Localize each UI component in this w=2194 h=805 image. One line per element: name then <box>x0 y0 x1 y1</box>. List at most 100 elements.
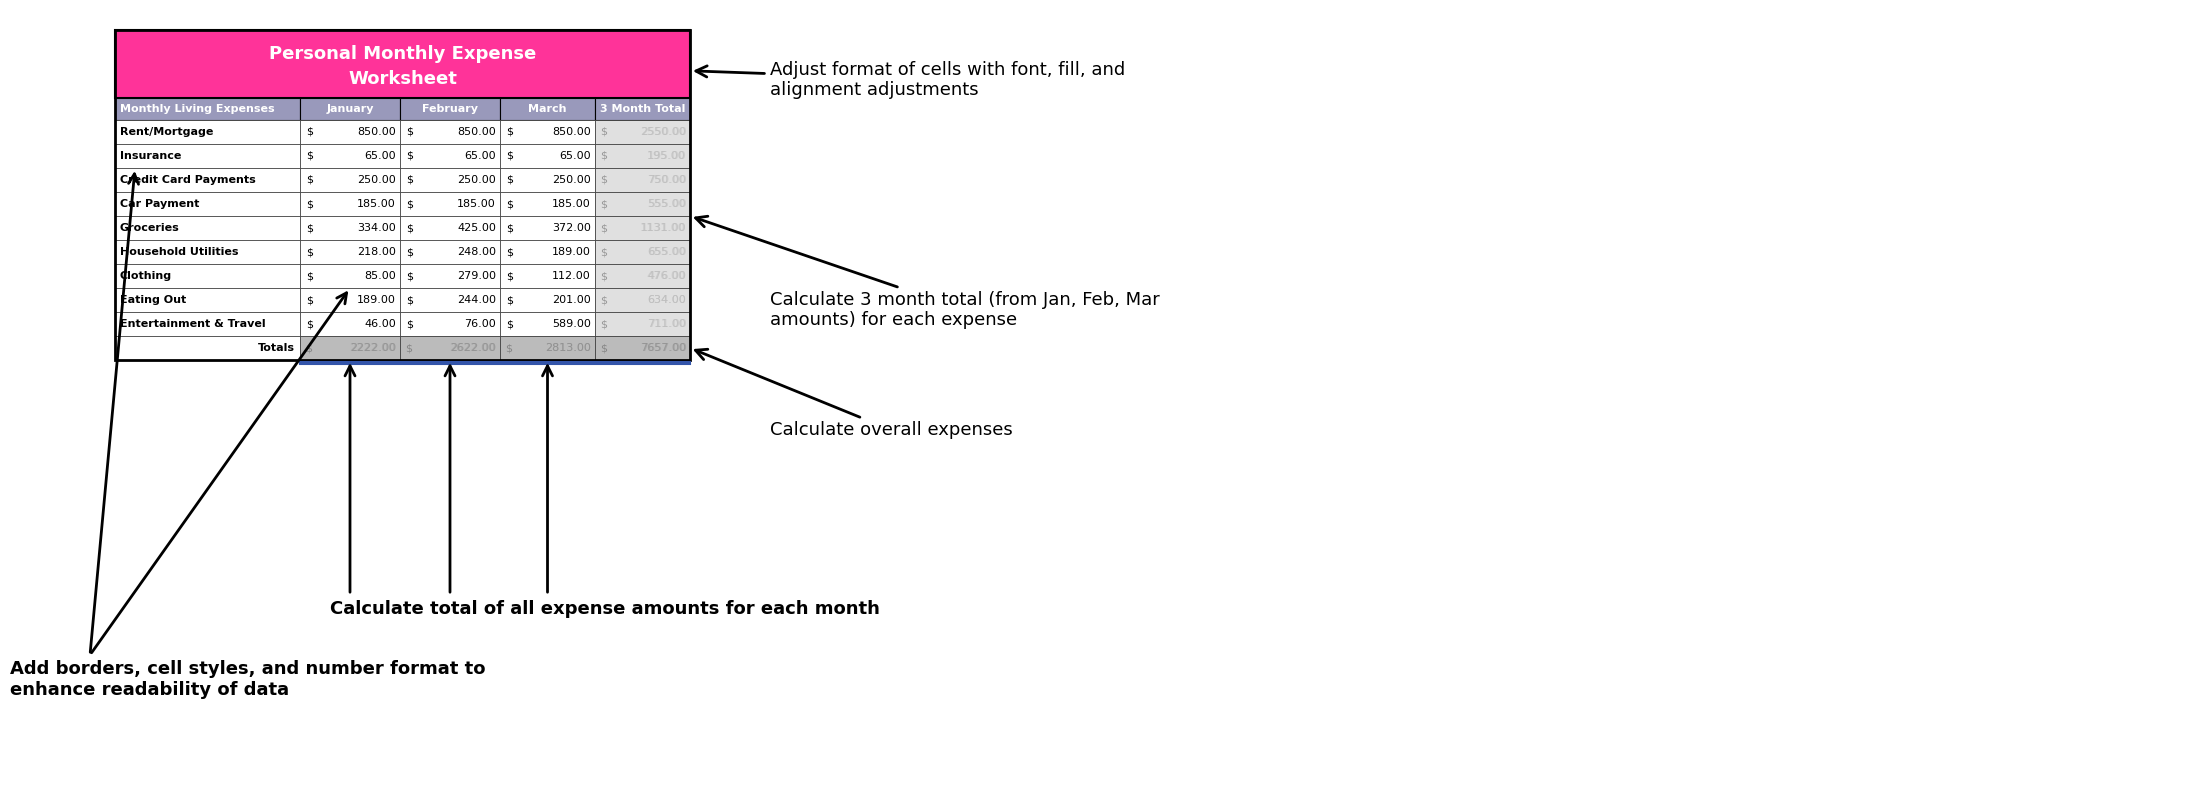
Text: $: $ <box>507 199 513 209</box>
Bar <box>301 168 399 192</box>
Text: 2813.00: 2813.00 <box>544 343 590 353</box>
Text: $: $ <box>305 319 314 329</box>
Text: Eating Out: Eating Out <box>121 295 186 305</box>
Text: 555.00: 555.00 <box>647 199 687 209</box>
Text: Clothing: Clothing <box>121 271 171 281</box>
Text: 189.00: 189.00 <box>358 295 395 305</box>
Bar <box>114 336 301 360</box>
Text: Add borders, cell styles, and number format to
enhance readability of data: Add borders, cell styles, and number for… <box>11 660 485 699</box>
Text: $: $ <box>507 151 513 161</box>
Text: 250.00: 250.00 <box>358 175 395 185</box>
Text: $: $ <box>507 247 513 257</box>
Text: 185.00: 185.00 <box>553 199 590 209</box>
Text: $: $ <box>406 127 412 137</box>
Text: $: $ <box>406 319 412 329</box>
Text: 711.00: 711.00 <box>647 319 687 329</box>
Text: Calculate 3 month total (from Jan, Feb, Mar
amounts) for each expense: Calculate 3 month total (from Jan, Feb, … <box>695 217 1161 329</box>
Text: 850.00: 850.00 <box>358 127 395 137</box>
Bar <box>595 264 689 288</box>
Text: 476.00: 476.00 <box>647 271 687 281</box>
Text: 7657.00: 7657.00 <box>641 343 687 353</box>
Text: 2813.00: 2813.00 <box>546 343 592 353</box>
Text: $: $ <box>599 295 608 305</box>
Text: 85.00: 85.00 <box>364 271 395 281</box>
Bar <box>595 120 689 144</box>
Text: 65.00: 65.00 <box>559 151 590 161</box>
Text: $: $ <box>406 151 412 161</box>
Text: $: $ <box>507 271 513 281</box>
Text: 750.00: 750.00 <box>647 175 687 185</box>
Text: $: $ <box>505 343 511 353</box>
Bar <box>399 216 500 240</box>
Text: $: $ <box>305 247 314 257</box>
Text: $: $ <box>305 223 314 233</box>
Text: Calculate overall expenses: Calculate overall expenses <box>695 349 1014 439</box>
Bar <box>399 264 500 288</box>
Text: 2222.00: 2222.00 <box>349 343 395 353</box>
Bar <box>114 144 301 168</box>
Bar <box>500 264 595 288</box>
Text: Adjust format of cells with font, fill, and
alignment adjustments: Adjust format of cells with font, fill, … <box>695 60 1126 99</box>
Text: $: $ <box>406 295 412 305</box>
Text: 195.00: 195.00 <box>647 151 687 161</box>
Bar <box>500 216 595 240</box>
Bar <box>114 312 301 336</box>
Text: $: $ <box>507 127 513 137</box>
Text: 185.00: 185.00 <box>456 199 496 209</box>
Bar <box>399 144 500 168</box>
Text: 334.00: 334.00 <box>358 223 395 233</box>
Text: January: January <box>327 104 373 114</box>
Text: March: March <box>529 104 566 114</box>
Text: 555.00: 555.00 <box>647 199 687 209</box>
Bar <box>114 288 301 312</box>
Text: Calculate total of all expense amounts for each month: Calculate total of all expense amounts f… <box>329 600 880 618</box>
Bar <box>301 288 399 312</box>
Text: 2622.00: 2622.00 <box>450 343 496 353</box>
Text: 3 Month Total: 3 Month Total <box>599 104 685 114</box>
Text: $: $ <box>406 247 412 257</box>
Text: $: $ <box>406 271 412 281</box>
Text: $: $ <box>305 175 314 185</box>
Bar <box>399 312 500 336</box>
Text: 750.00: 750.00 <box>647 175 685 185</box>
Text: 7657.00: 7657.00 <box>641 343 685 353</box>
Bar <box>114 264 301 288</box>
Text: $: $ <box>599 247 608 257</box>
Text: $: $ <box>599 271 608 281</box>
Text: 65.00: 65.00 <box>364 151 395 161</box>
Bar <box>114 240 301 264</box>
Bar <box>595 216 689 240</box>
Text: $: $ <box>507 175 513 185</box>
Text: 46.00: 46.00 <box>364 319 395 329</box>
Text: 76.00: 76.00 <box>465 319 496 329</box>
Bar <box>301 240 399 264</box>
Text: Entertainment & Travel: Entertainment & Travel <box>121 319 265 329</box>
Bar <box>399 288 500 312</box>
Bar <box>301 144 399 168</box>
Bar <box>500 98 595 120</box>
Bar <box>500 240 595 264</box>
Text: 711.00: 711.00 <box>647 319 687 329</box>
Text: $: $ <box>406 175 412 185</box>
Text: Household Utilities: Household Utilities <box>121 247 239 257</box>
Text: 189.00: 189.00 <box>553 247 590 257</box>
Text: 2550.00: 2550.00 <box>641 127 685 137</box>
Text: $: $ <box>305 295 314 305</box>
Text: $: $ <box>305 199 314 209</box>
Text: 2622.00: 2622.00 <box>450 343 496 353</box>
Text: Rent/Mortgage: Rent/Mortgage <box>121 127 213 137</box>
Text: 711.00: 711.00 <box>647 319 685 329</box>
Text: 244.00: 244.00 <box>456 295 496 305</box>
Text: Car Payment: Car Payment <box>121 199 200 209</box>
Text: 1131.00: 1131.00 <box>641 223 685 233</box>
Bar <box>301 312 399 336</box>
Bar <box>399 120 500 144</box>
Text: 65.00: 65.00 <box>465 151 496 161</box>
Text: $: $ <box>406 199 412 209</box>
Bar <box>301 336 399 360</box>
Text: 655.00: 655.00 <box>647 247 687 257</box>
Text: 2622.00: 2622.00 <box>450 343 496 353</box>
Bar <box>301 264 399 288</box>
Text: 589.00: 589.00 <box>553 319 590 329</box>
Text: 195.00: 195.00 <box>647 151 685 161</box>
